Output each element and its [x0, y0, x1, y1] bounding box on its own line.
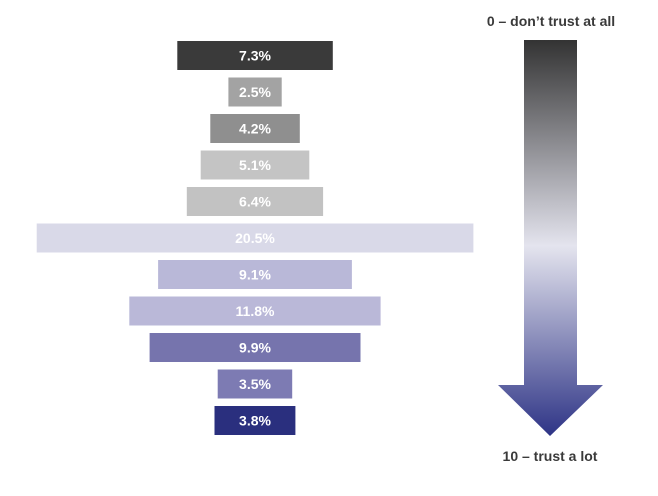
bar-value-label: 2.5%: [239, 84, 271, 100]
bar-6: [158, 260, 352, 289]
bar-2: [210, 114, 300, 143]
bar-0: [177, 41, 333, 70]
arrow-top-label: 0 – don’t trust at all: [487, 13, 615, 29]
down-arrow-shape: [498, 40, 603, 436]
bar-value-label: 6.4%: [239, 194, 271, 210]
bar-value-label: 5.1%: [239, 157, 271, 173]
bar-value-label: 9.1%: [239, 267, 271, 283]
bar-4: [186, 187, 324, 216]
bar-value-label: 3.8%: [239, 413, 271, 429]
bar-10: [214, 406, 296, 435]
bar-value-label: 20.5%: [235, 230, 275, 246]
bar-7: [129, 296, 381, 326]
bar-value-label: 7.3%: [239, 48, 271, 64]
bar-value-label: 11.8%: [236, 303, 275, 319]
bar-1: [228, 77, 282, 107]
bar-9: [217, 369, 293, 399]
bar-5: [36, 223, 474, 253]
bar-value-label: 4.2%: [239, 121, 271, 137]
bar-value-label: 9.9%: [239, 340, 271, 356]
bar-3: [200, 150, 310, 180]
bar-8: [149, 333, 361, 362]
arrow-bottom-label: 10 – trust a lot: [503, 448, 598, 464]
trust-scale-arrow: [498, 40, 603, 436]
bars-group: 7.3% 2.5% 4.2% 5.1% 6.4% 20.5% 9.1% 11.8% 9.9% 3.…: [36, 41, 474, 435]
bar-value-label: 3.5%: [239, 376, 271, 392]
